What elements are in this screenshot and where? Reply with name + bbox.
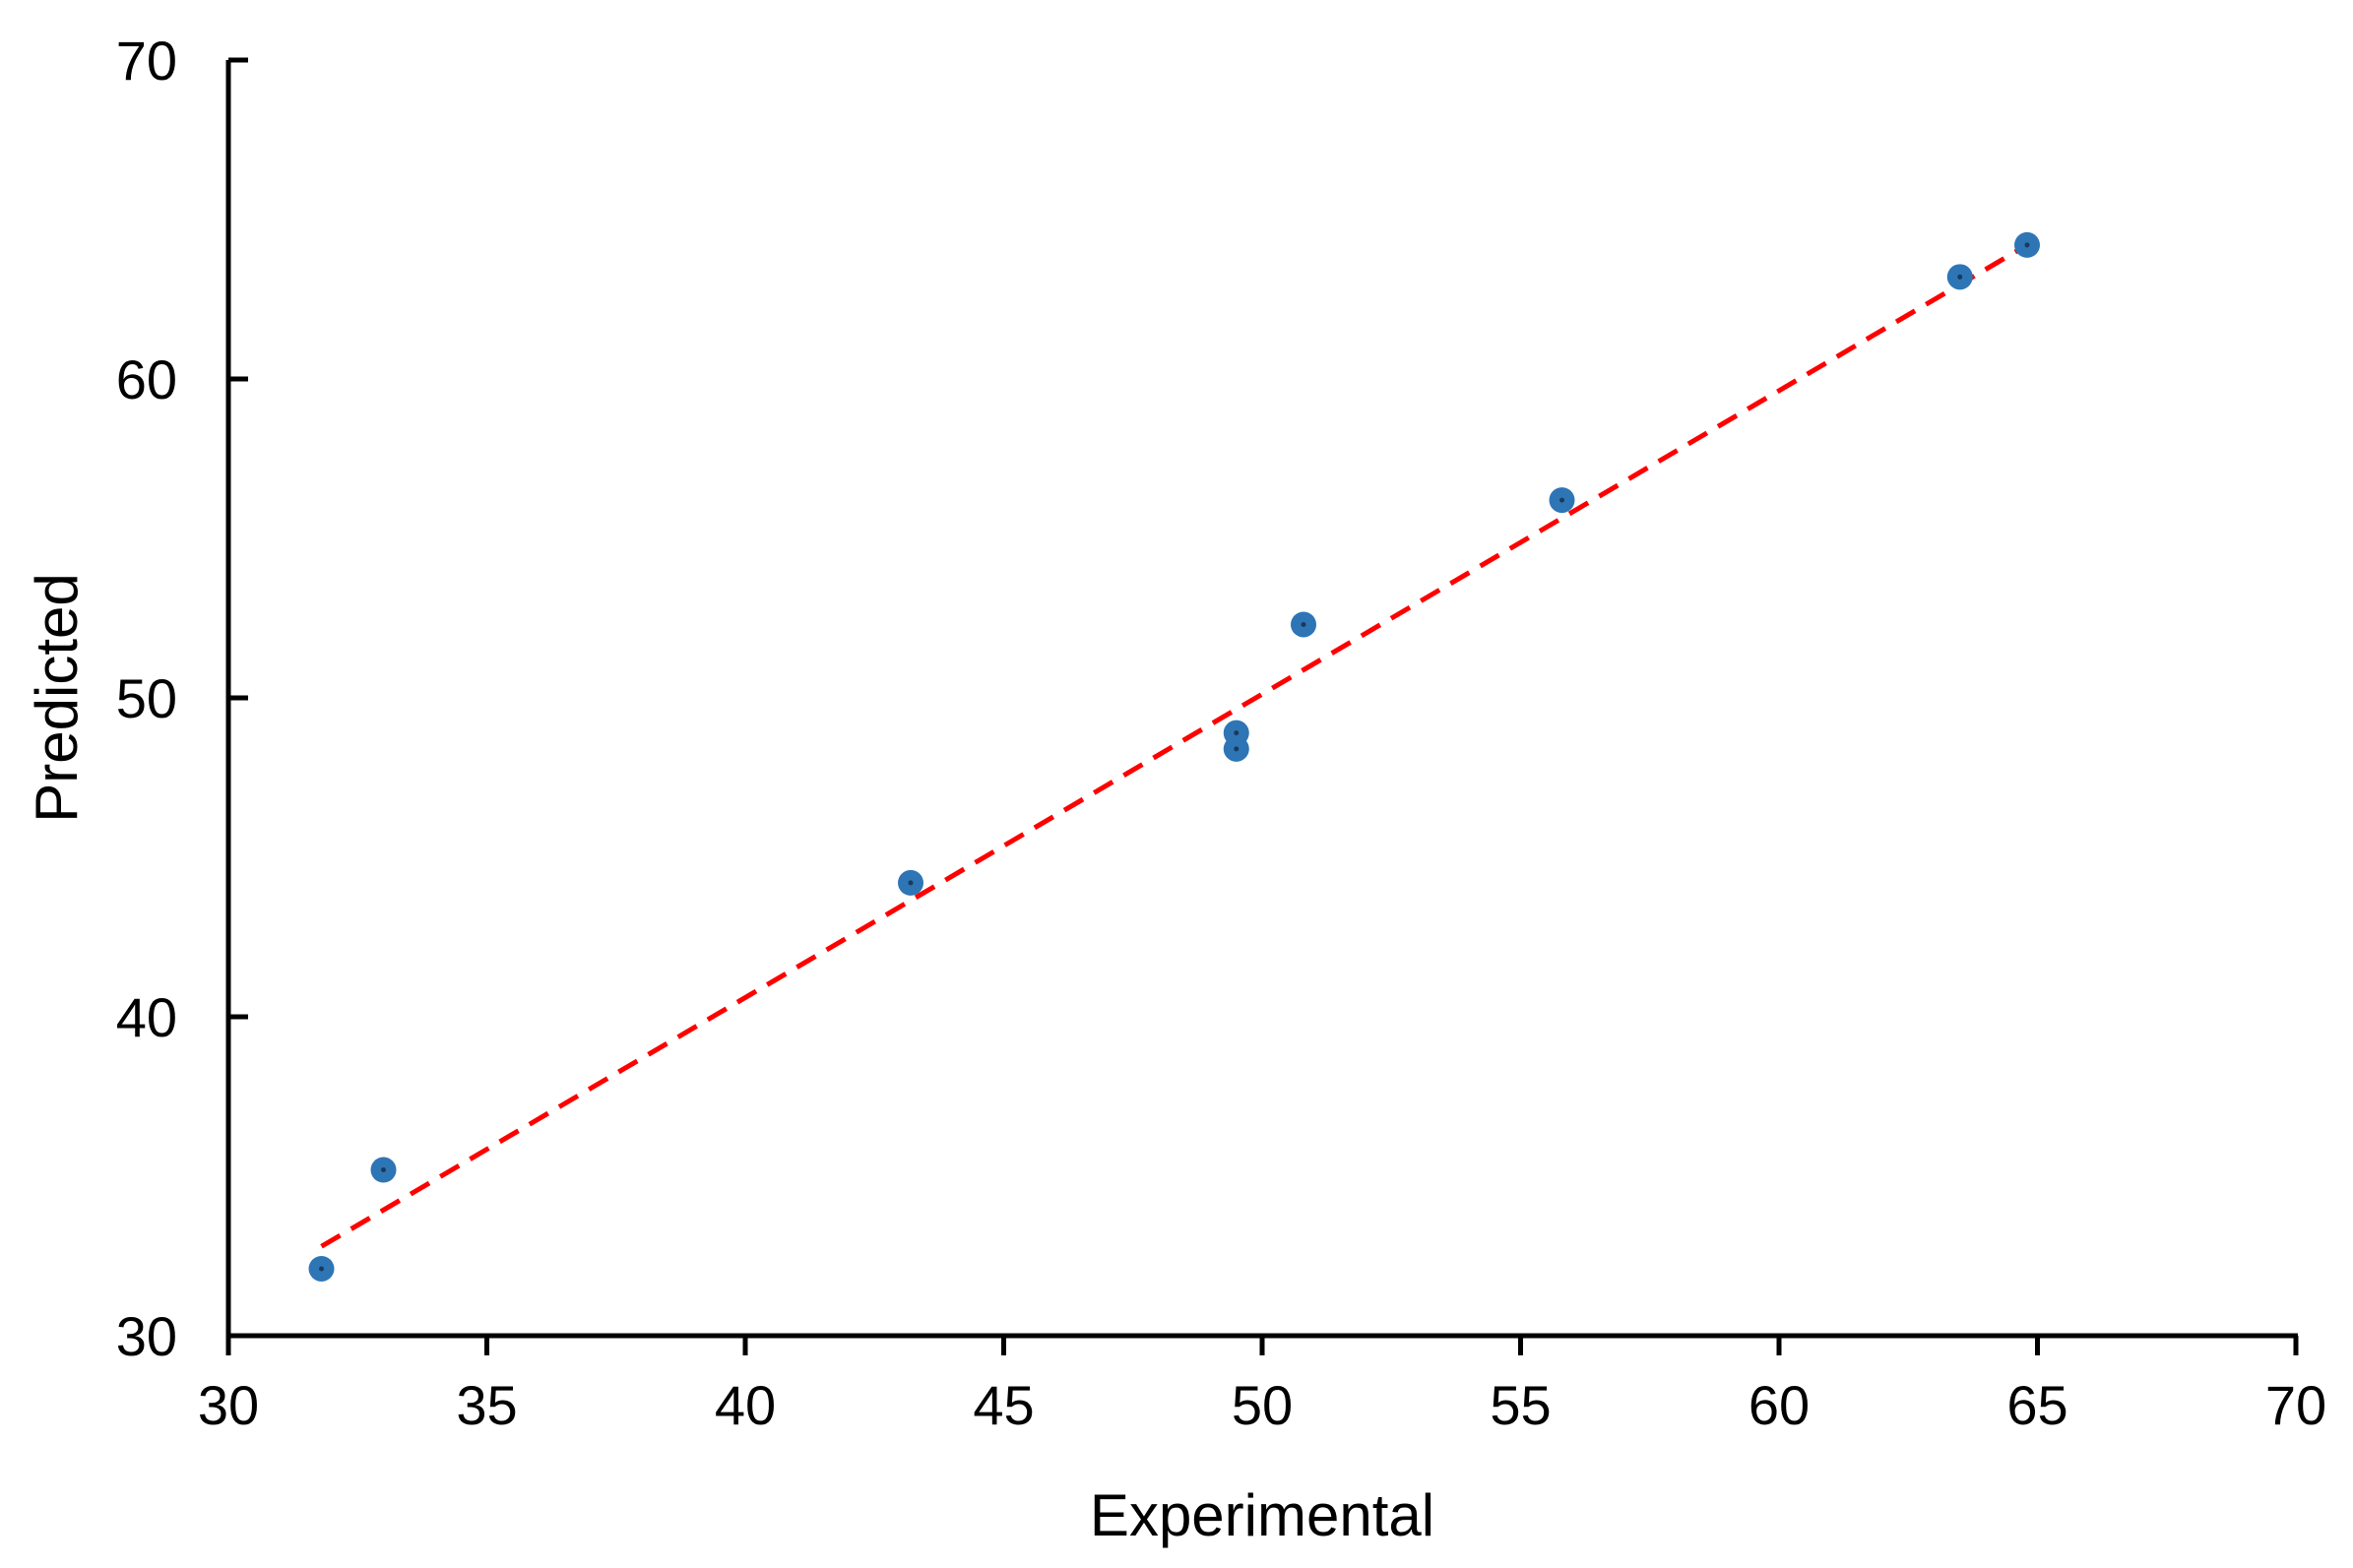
x-tick-label: 60 <box>1749 1374 1810 1436</box>
y-tick-label: 70 <box>116 30 177 92</box>
fit-line <box>320 242 2029 1249</box>
x-tick-label: 70 <box>2265 1374 2326 1436</box>
x-axis-title: Experimental <box>1090 1482 1434 1548</box>
data-point-center <box>1234 730 1240 736</box>
x-tick-label: 50 <box>1232 1374 1293 1436</box>
data-point-center <box>319 1266 324 1272</box>
y-tick-label: 30 <box>116 1305 177 1367</box>
ticks-layer: 30 35 40 45 50 55 60 65 70 30 40 50 60 70 <box>116 30 2326 1436</box>
data-point-center <box>381 1167 386 1173</box>
y-tick-label: 50 <box>116 667 177 729</box>
x-tick-label: 55 <box>1490 1374 1551 1436</box>
y-tick-label: 40 <box>116 986 177 1048</box>
data-point-center <box>1301 621 1306 627</box>
x-tick-label: 30 <box>198 1374 259 1436</box>
axes-layer <box>225 60 2298 1339</box>
data-point-center <box>1234 746 1240 752</box>
points-layer <box>308 231 2040 1282</box>
fit-line-layer <box>320 242 2029 1249</box>
x-tick-label: 45 <box>973 1374 1034 1436</box>
data-point-center <box>2024 242 2030 248</box>
data-point-center <box>1957 274 1963 280</box>
x-tick-label: 35 <box>456 1374 517 1436</box>
x-tick-label: 40 <box>715 1374 776 1436</box>
x-tick-label: 65 <box>2006 1374 2067 1436</box>
y-axis-title: Predicted <box>24 573 90 822</box>
y-tick-label: 60 <box>116 348 177 410</box>
data-point-center <box>1559 497 1564 503</box>
data-point-center <box>908 880 914 886</box>
